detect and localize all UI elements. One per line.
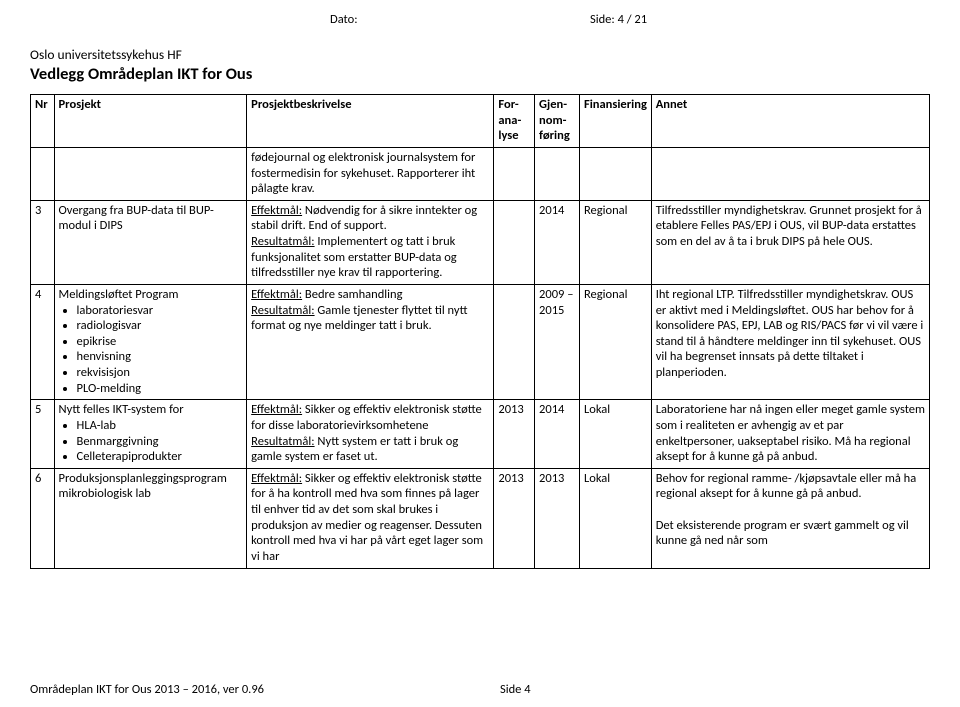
list-item: HLA-lab: [77, 418, 243, 434]
cell-foranalyse: 2013: [494, 400, 535, 469]
resultatmal-label: Resultatmål:: [251, 434, 314, 449]
footer-page: Side 4: [500, 682, 531, 697]
side-sep: /: [624, 12, 634, 27]
cell-annet: Behov for regional ramme- /kjøpsavtale e…: [651, 468, 929, 568]
effektmal-label: Effektmål:: [251, 471, 302, 486]
cell-finansiering: [579, 147, 651, 200]
effektmal-label: Effektmål:: [251, 402, 302, 417]
annet-p1: Behov for regional ramme- /kjøpsavtale e…: [656, 471, 917, 502]
cell-gjennomforing: 2013: [535, 468, 580, 568]
cell-desc: Effektmål: Bedre samhandling Resultatmål…: [247, 284, 494, 399]
cell-prosjekt: [54, 147, 247, 200]
annet-p2: Det eksisterende program er svært gammel…: [656, 518, 909, 549]
cell-finansiering: Regional: [579, 284, 651, 399]
prosjekt-bullets: HLA-lab Benmarggivning Celleterapiproduk…: [77, 418, 243, 465]
cell-nr: 5: [31, 400, 55, 469]
cell-annet: Tilfredsstiller myndighetskrav. Grunnet …: [651, 200, 929, 284]
col-beskrivelse: Prosjektbeskrivelse: [247, 95, 494, 148]
resultatmal-label: Resultatmål:: [251, 234, 314, 249]
cell-annet: [651, 147, 929, 200]
list-item: radiologisvar: [77, 318, 243, 334]
list-item: henvisning: [77, 349, 243, 365]
list-item: laboratoriesvar: [77, 303, 243, 319]
cell-foranalyse: [494, 147, 535, 200]
table-row: 5 Nytt felles IKT-system for HLA-lab Ben…: [31, 400, 930, 469]
col-finansiering: Finansiering: [579, 95, 651, 148]
cell-desc: Effektmål: Sikker og effektiv elektronis…: [247, 468, 494, 568]
cell-annet: Laboratoriene har nå ingen eller meget g…: [651, 400, 929, 469]
cell-prosjekt: Meldingsløftet Program laboratoriesvar r…: [54, 284, 247, 399]
cell-nr: 6: [31, 468, 55, 568]
cell-foranalyse: 2013: [494, 468, 535, 568]
effektmal-label: Effektmål:: [251, 287, 302, 302]
table-header-row: Nr Prosjekt Prosjektbeskrivelse For-ana-…: [31, 95, 930, 148]
prosjekt-bullets: laboratoriesvar radiologisvar epikrise h…: [77, 303, 243, 397]
dato-label: Dato:: [330, 12, 358, 27]
list-item: Benmarggivning: [77, 434, 243, 450]
table-row: 6 Produksjonsplanleggingsprogram mikrobi…: [31, 468, 930, 568]
cell-finansiering: Lokal: [579, 468, 651, 568]
cell-desc: Effektmål: Nødvendig for å sikre inntekt…: [247, 200, 494, 284]
resultatmal-label: Resultatmål:: [251, 303, 314, 318]
col-foranalyse: For-ana-lyse: [494, 95, 535, 148]
side-label: Side:: [590, 12, 615, 27]
cell-prosjekt: Nytt felles IKT-system for HLA-lab Benma…: [54, 400, 247, 469]
cell-gjennomforing: 2014: [535, 200, 580, 284]
cell-nr: 3: [31, 200, 55, 284]
cell-gjennomforing: [535, 147, 580, 200]
cell-prosjekt: Overgang fra BUP-data til BUP-modul i DI…: [54, 200, 247, 284]
col-annet: Annet: [651, 95, 929, 148]
cell-desc: Effektmål: Sikker og effektiv elektronis…: [247, 400, 494, 469]
table-row: 4 Meldingsløftet Program laboratoriesvar…: [31, 284, 930, 399]
page-title: Vedlegg Områdeplan IKT for Ous: [30, 64, 930, 84]
header-top: Dato: Side: 4 / 21: [30, 12, 930, 38]
table-row: fødejournal og elektronisk journalsystem…: [31, 147, 930, 200]
prosjekt-title: Meldingsløftet Program: [59, 287, 179, 302]
cell-desc: fødejournal og elektronisk journalsystem…: [247, 147, 494, 200]
col-nr: Nr: [31, 95, 55, 148]
footer-left: Områdeplan IKT for Ous 2013 – 2016, ver …: [30, 682, 264, 697]
cell-prosjekt: Produksjonsplanleggingsprogram mikrobiol…: [54, 468, 247, 568]
cell-foranalyse: [494, 200, 535, 284]
effektmal-text: Bedre samhandling: [302, 287, 402, 302]
cell-nr: 4: [31, 284, 55, 399]
cell-finansiering: Lokal: [579, 400, 651, 469]
cell-nr: [31, 147, 55, 200]
prosjekt-title: Nytt felles IKT-system for: [59, 402, 184, 417]
list-item: PLO-melding: [77, 381, 243, 397]
cell-foranalyse: [494, 284, 535, 399]
col-gjennomforing: Gjen-nom-føring: [535, 95, 580, 148]
org-name: Oslo universitetssykehus HF: [30, 46, 930, 63]
cell-annet: Iht regional LTP. Tilfredsstiller myndig…: [651, 284, 929, 399]
col-prosjekt: Prosjekt: [54, 95, 247, 148]
cell-gjennomforing: 2009 – 2015: [535, 284, 580, 399]
cell-gjennomforing: 2014: [535, 400, 580, 469]
effektmal-label: Effektmål:: [251, 203, 302, 218]
list-item: epikrise: [77, 334, 243, 350]
table-row: 3 Overgang fra BUP-data til BUP-modul i …: [31, 200, 930, 284]
side-total: 21: [634, 12, 647, 27]
list-item: rekvisisjon: [77, 365, 243, 381]
list-item: Celleterapiprodukter: [77, 449, 243, 465]
page-indicator: Side: 4 / 21: [590, 12, 647, 27]
cell-finansiering: Regional: [579, 200, 651, 284]
projects-table: Nr Prosjekt Prosjektbeskrivelse For-ana-…: [30, 94, 930, 569]
footer: Områdeplan IKT for Ous 2013 – 2016, ver …: [30, 682, 930, 697]
